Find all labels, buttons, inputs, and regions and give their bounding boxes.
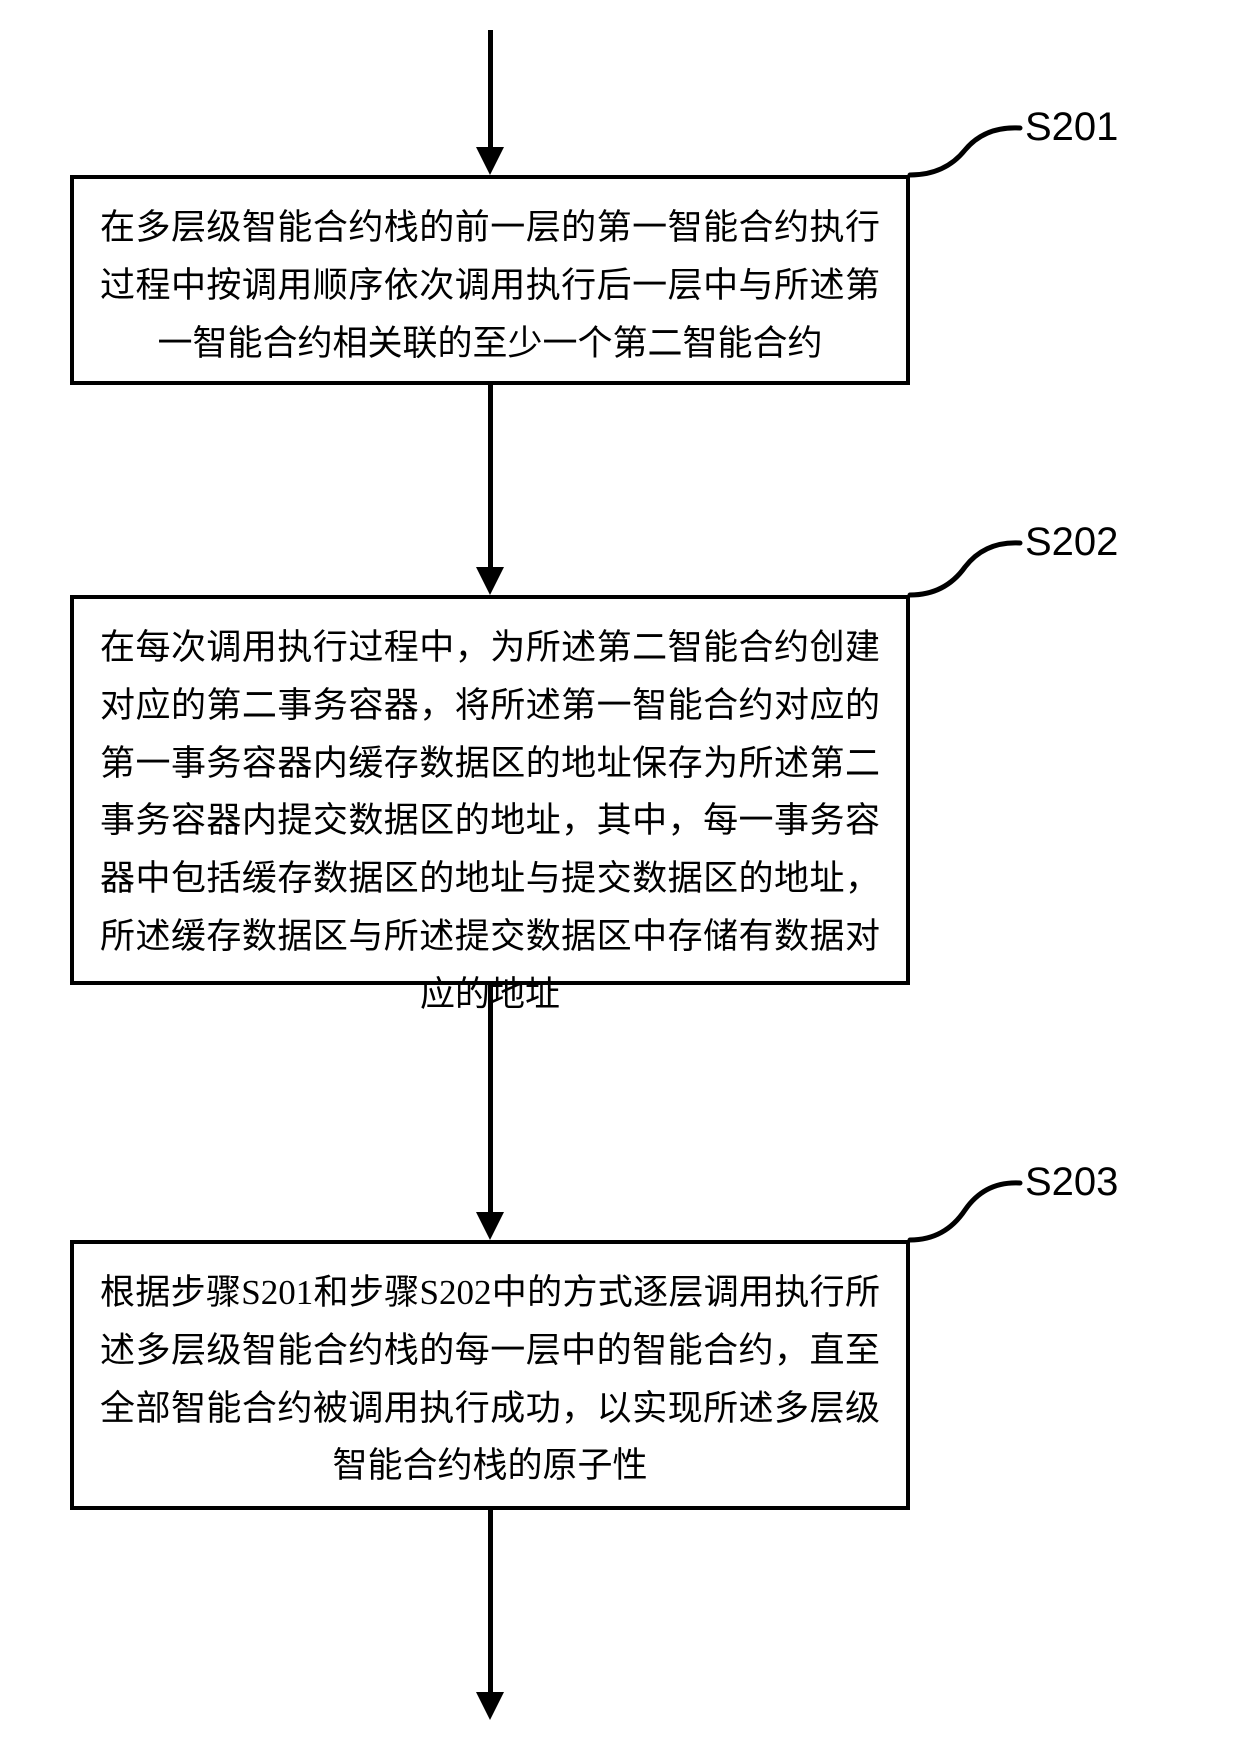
connector-curve-s201 xyxy=(905,120,1030,190)
step-text-s201: 在多层级智能合约栈的前一层的第一智能合约执行过程中按调用顺序依次调用执行后一层中… xyxy=(100,208,880,363)
step-label-s203: S203 xyxy=(1025,1160,1118,1205)
step-box-s202: 在每次调用执行过程中，为所述第二智能合约创建对应的第二事务容器，将所述第一智能合… xyxy=(70,595,910,985)
arrow-head-1 xyxy=(476,567,504,595)
arrow-head-3 xyxy=(476,1692,504,1720)
flowchart-canvas: 在多层级智能合约栈的前一层的第一智能合约执行过程中按调用顺序依次调用执行后一层中… xyxy=(0,0,1240,1763)
step-box-s201: 在多层级智能合约栈的前一层的第一智能合约执行过程中按调用顺序依次调用执行后一层中… xyxy=(70,175,910,385)
connector-curve-s202 xyxy=(905,535,1030,610)
arrow-head-0 xyxy=(476,147,504,175)
step-label-s202: S202 xyxy=(1025,520,1118,565)
step-text-s203: 根据步骤S201和步骤S202中的方式逐层调用执行所述多层级智能合约栈的每一层中… xyxy=(100,1273,880,1485)
step-label-s201: S201 xyxy=(1025,105,1118,150)
step-text-s202: 在每次调用执行过程中，为所述第二智能合约创建对应的第二事务容器，将所述第一智能合… xyxy=(100,628,880,1014)
step-box-s203: 根据步骤S201和步骤S202中的方式逐层调用执行所述多层级智能合约栈的每一层中… xyxy=(70,1240,910,1510)
arrow-head-2 xyxy=(476,1212,504,1240)
arrow-segment-1 xyxy=(488,385,493,570)
arrow-segment-0 xyxy=(488,30,493,150)
connector-curve-s203 xyxy=(905,1175,1030,1255)
arrow-segment-3 xyxy=(488,1510,493,1695)
